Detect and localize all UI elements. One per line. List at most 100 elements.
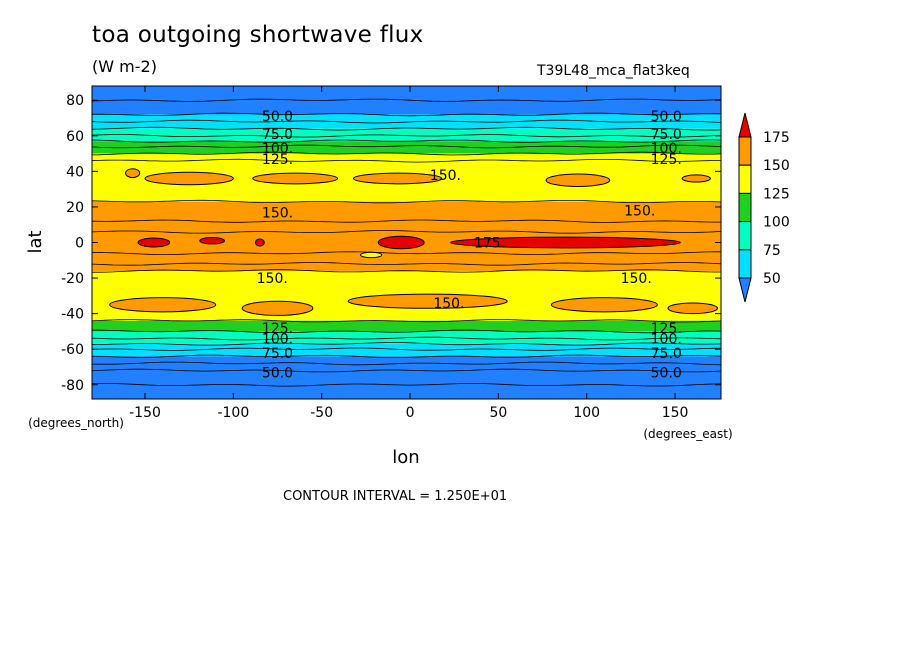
y-axis-units: (degrees_north) <box>28 416 124 430</box>
isoline <box>92 151 721 156</box>
color-band <box>92 187 721 202</box>
color-band <box>92 270 721 296</box>
contour-label: 75.0 <box>651 346 682 362</box>
contour-patch <box>125 168 141 179</box>
contour-label: 100. <box>651 141 682 157</box>
isoline <box>92 119 721 124</box>
isoline <box>92 262 721 266</box>
isoline <box>92 112 721 117</box>
color-band <box>92 128 721 142</box>
contour-patch <box>352 172 443 185</box>
x-tick-label: 150 <box>662 405 689 421</box>
colorbar-box <box>738 221 752 251</box>
contour-patch <box>550 297 658 313</box>
color-band <box>92 153 721 175</box>
isoline <box>92 219 721 223</box>
contour-patch <box>545 173 611 187</box>
colorbar: 50 75 100 125 150 175 <box>738 112 790 303</box>
isoline <box>92 144 721 149</box>
colorbar-top-arrow <box>738 112 752 138</box>
contour-label: 125. <box>262 152 293 168</box>
y-tick-label: 20 <box>66 200 84 216</box>
x-tick-label: 50 <box>489 405 507 421</box>
colorbar-label: 175 <box>763 130 790 146</box>
contour-label: 125. <box>651 321 682 337</box>
contour-label: 150. <box>621 271 652 287</box>
contour-patch <box>681 174 711 183</box>
contour-label: 50.0 <box>262 109 293 125</box>
y-tick-label: -40 <box>61 307 84 323</box>
run-label: T39L48_mca_flat3keq <box>537 63 690 79</box>
contour-label: 100. <box>262 141 293 157</box>
colorbar-box <box>738 249 752 279</box>
isoline <box>92 329 721 334</box>
x-tick-label: 100 <box>573 405 600 421</box>
contour-patch <box>144 171 234 186</box>
x-axis-units: (degrees_east) <box>643 427 732 441</box>
contour-label: 125. <box>262 321 293 337</box>
isoline <box>92 347 721 351</box>
y-tick-label: 0 <box>75 236 84 252</box>
colorbar-box <box>738 164 752 194</box>
colorbar-label: 125 <box>763 186 790 202</box>
isoline <box>92 126 721 131</box>
colorbar-bottom-arrow <box>738 277 752 303</box>
contour-patch <box>360 251 383 259</box>
isoline <box>92 319 721 323</box>
contour-lines <box>92 98 721 387</box>
isoline <box>92 342 721 346</box>
isoline <box>92 269 721 273</box>
y-tick-label: 80 <box>66 93 84 109</box>
isoline <box>92 354 721 359</box>
chart-units: (W m-2) <box>92 57 157 76</box>
contour-patch <box>450 236 681 249</box>
chart-title: toa outgoing shortwave flux <box>92 22 424 48</box>
contour-label: 75.0 <box>651 127 682 143</box>
contour-patch <box>252 172 339 185</box>
contour-label: 150. <box>624 203 655 219</box>
x-tick-label: 0 <box>406 405 415 421</box>
x-axis-label: lon <box>392 447 419 468</box>
y-axis-label: lat <box>25 230 46 253</box>
contour-label: 50.0 <box>651 365 682 381</box>
x-tick-label: -100 <box>217 405 249 421</box>
colorbar-box <box>738 192 752 223</box>
contour-label: 50.0 <box>651 109 682 125</box>
x-tick-label: -150 <box>129 405 161 421</box>
contour-label: 50.0 <box>262 365 293 381</box>
contour-patch <box>254 238 265 247</box>
color-band <box>92 356 721 399</box>
x-tick-label: -50 <box>310 405 333 421</box>
axes: -150 -100 -50 0 50 100 150 80 60 40 20 0 -20 -40 -60 -8… <box>61 86 721 421</box>
colorbar-label: 100 <box>763 215 790 231</box>
isoline <box>92 368 721 373</box>
isoline <box>92 158 721 163</box>
contour-label: 75.0 <box>262 346 293 362</box>
contour-label: 150. <box>433 296 464 312</box>
isoline <box>92 383 721 387</box>
colorbar-label: 150 <box>763 158 790 174</box>
y-tick-label: -60 <box>61 342 84 358</box>
contour-patch <box>667 302 718 315</box>
contour-patch <box>347 293 508 309</box>
color-band <box>92 320 721 332</box>
contour-label: 175. <box>474 236 505 252</box>
contour-label: 100. <box>651 332 682 348</box>
y-tick-label: -20 <box>61 271 84 287</box>
isoline <box>92 336 721 341</box>
contour-label: 75.0 <box>262 127 293 143</box>
contour-patch <box>199 237 226 245</box>
colorbar-label: 75 <box>763 243 781 259</box>
contour-label: 125. <box>651 152 682 168</box>
colorbar-box <box>738 136 752 166</box>
isoline <box>92 98 721 102</box>
plot-area <box>92 86 721 399</box>
colorbar-label: 50 <box>763 271 781 287</box>
color-band <box>92 141 721 154</box>
contour-patch <box>241 300 314 316</box>
isoline <box>92 361 721 366</box>
contour-label: 150. <box>262 205 293 221</box>
isoline <box>92 199 721 204</box>
color-band <box>92 114 721 129</box>
